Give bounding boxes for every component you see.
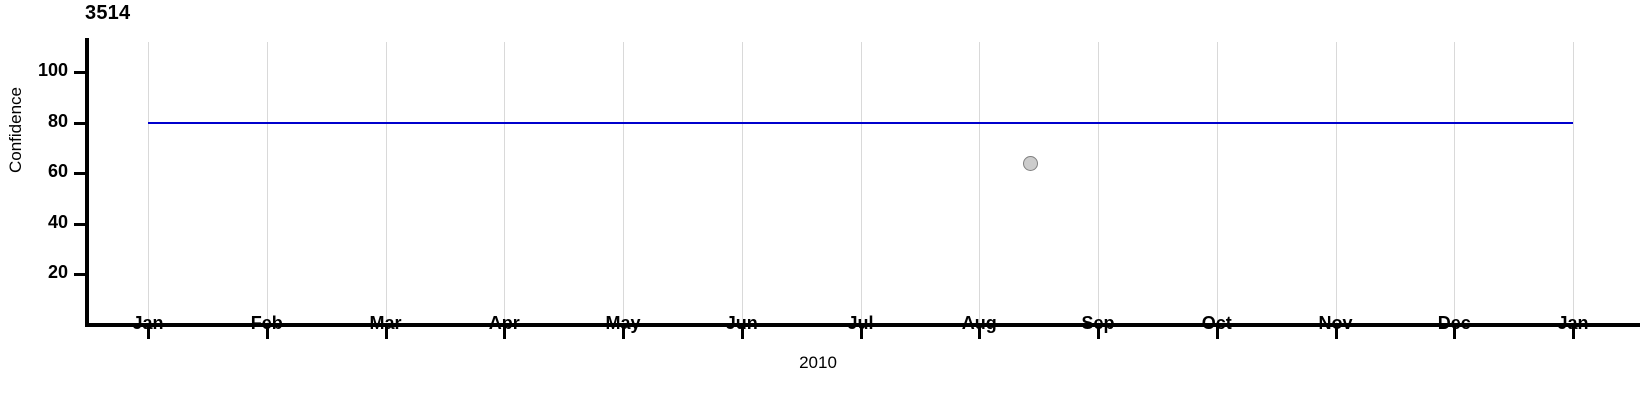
x-tick-label: Dec [1437,313,1471,333]
data-point[interactable] [1022,155,1038,171]
gridline [979,42,981,325]
x-axis-spine [85,323,1640,327]
y-tick-mark [74,172,86,176]
x-tick-mark [1453,327,1457,339]
gridline [623,42,624,325]
x-tick-mark [1097,327,1100,339]
x-tick-mark [147,327,150,339]
x-tick-mark [1334,327,1338,339]
y-tick-label: 20 [47,262,68,283]
gridline [1098,42,1099,325]
x-tick-label: Feb [250,313,283,333]
chart-title: 3514 [85,2,131,24]
y-tick-mark [74,121,86,125]
x-tick-mark [1572,327,1575,339]
gridline [1454,42,1456,325]
x-tick-label: Nov [1318,313,1353,333]
x-tick-mark [859,327,863,339]
threshold-line [148,121,1573,124]
y-tick-label: 60 [47,161,68,182]
y-tick-mark [74,222,86,226]
x-tick-mark [265,327,269,339]
gridline [385,42,387,325]
x-tick-label: Jun [725,313,758,333]
x-tick-mark [622,327,625,339]
gridline [1335,42,1337,325]
gridline [504,42,506,325]
x-tick-label: Jan [1557,313,1589,333]
x-axis-title: 2010 [799,353,837,372]
x-tick-label: Sep [1081,313,1115,333]
y-tick-label: 40 [47,211,68,232]
x-tick-mark [978,327,982,339]
gridline [741,42,743,325]
gridline [1216,42,1218,325]
gridline [1573,42,1574,325]
gridline [860,42,862,325]
x-tick-mark [503,327,507,339]
x-tick-label: Aug [961,313,997,333]
x-tick-label: May [605,313,641,333]
gridline [266,42,268,325]
y-axis-spine [85,38,89,327]
x-tick-mark [740,327,744,339]
x-tick-label: Mar [369,313,402,333]
x-tick-mark [1215,327,1219,339]
gridline [148,42,149,325]
x-tick-label: Apr [488,313,520,333]
y-tick-mark [74,71,86,75]
y-tick-label: 80 [47,110,68,131]
plot-area [85,30,1640,325]
y-tick-mark [74,273,86,277]
x-tick-mark [384,327,388,339]
x-tick-label: Oct [1201,313,1232,333]
y-tick-label: 100 [37,60,68,81]
x-tick-label: Jul [847,313,874,333]
x-tick-label: Jan [132,313,164,333]
